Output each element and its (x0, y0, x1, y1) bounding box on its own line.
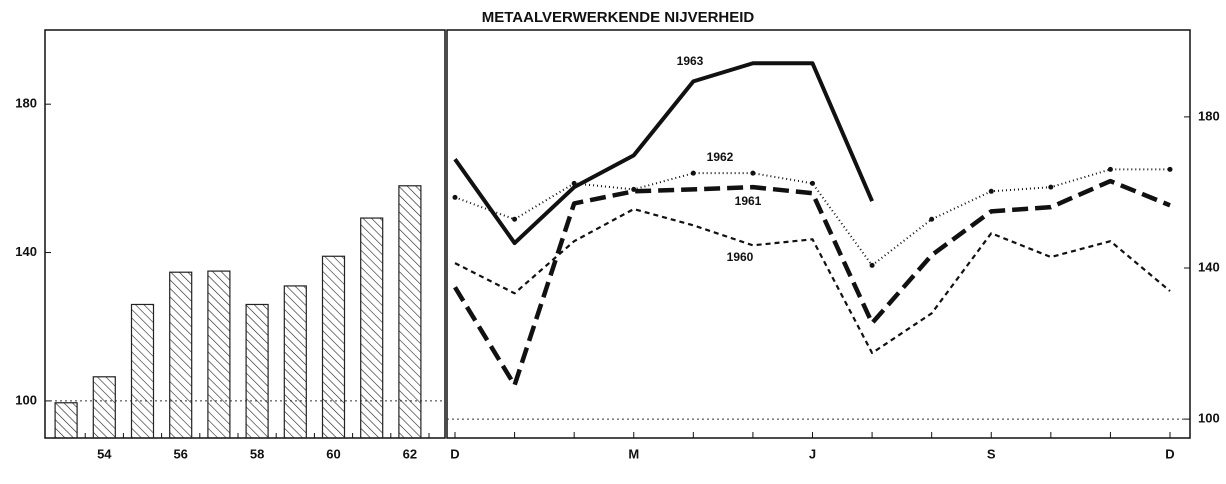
marker (631, 186, 637, 192)
y-tick-label: 100 (1198, 411, 1220, 426)
x-tick-label: 60 (326, 446, 340, 461)
marker (452, 194, 458, 200)
series-label: 1960 (727, 250, 754, 264)
bar (130, 303, 155, 439)
x-tick-label: M (628, 446, 639, 461)
bar (398, 185, 422, 439)
bar (283, 285, 307, 439)
series-line (453, 61, 874, 246)
marker (1048, 184, 1054, 190)
x-tick-label: 56 (173, 446, 187, 461)
y-tick-label: 140 (15, 244, 37, 259)
bar (54, 402, 78, 439)
marker (1107, 166, 1113, 172)
x-tick-label: 62 (403, 446, 417, 461)
bar (245, 303, 269, 439)
bar (360, 217, 384, 439)
marker (810, 180, 815, 186)
x-tick-label: 54 (97, 446, 112, 461)
x-tick-label: S (987, 446, 996, 461)
marker (690, 170, 696, 176)
marker (750, 170, 756, 176)
chart-title: METAALVERWERKENDE NIJVERHEID (482, 9, 755, 26)
series-line (454, 207, 1171, 355)
x-tick-label: J (809, 446, 816, 461)
marker (929, 216, 935, 222)
marker (869, 262, 875, 268)
x-tick-label: D (450, 446, 459, 461)
bar (207, 270, 231, 439)
y-tick-label: 180 (15, 96, 37, 111)
series-line (453, 178, 1171, 388)
y-tick-label: 180 (1198, 108, 1220, 123)
bar (321, 255, 346, 439)
right-frame (446, 29, 1191, 439)
bar (169, 271, 193, 439)
bar (92, 376, 116, 439)
marker (512, 216, 518, 222)
series-label: 1961 (735, 194, 762, 208)
y-tick-label: 100 (15, 392, 37, 407)
marker (988, 188, 994, 194)
marker (1167, 166, 1173, 172)
series-label: 1963 (677, 54, 704, 68)
x-tick-label: 58 (250, 446, 264, 461)
x-tick-label: D (1165, 446, 1174, 461)
marker (571, 180, 577, 186)
y-tick-label: 140 (1198, 259, 1220, 274)
series-label: 1962 (707, 150, 734, 164)
left-frame (44, 29, 446, 439)
